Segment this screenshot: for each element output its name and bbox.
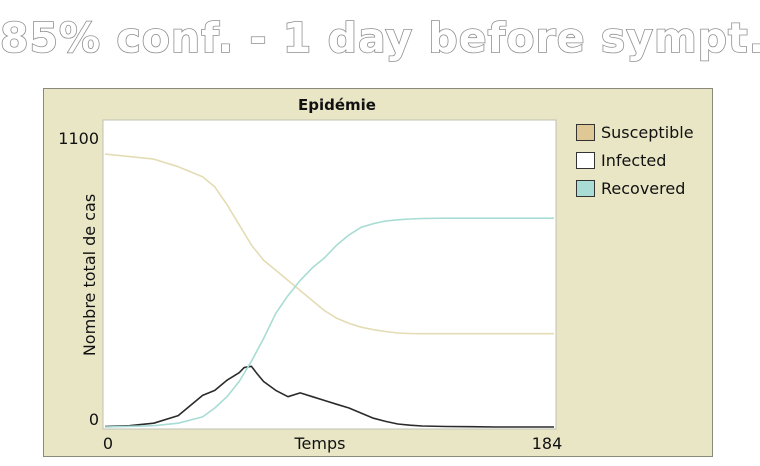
legend-label-recovered: Recovered: [601, 178, 686, 198]
x-axis-label: Temps: [294, 434, 346, 453]
legend-label-susceptible: Susceptible: [601, 122, 694, 142]
x-max-tick-label: 184: [532, 434, 563, 453]
y-max-tick-label: 1100: [58, 129, 99, 148]
y-min-tick-label: 0: [89, 410, 99, 429]
legend-swatch-infected: [576, 151, 595, 169]
legend-swatch-recovered: [576, 179, 595, 197]
plot-area: [102, 119, 557, 430]
series-line-recovered: [104, 217, 554, 428]
legend-item-infected: Infected: [576, 146, 694, 174]
series-line-infected: [104, 365, 554, 428]
page-headline: 85% conf. - 1 day before sympt.: [0, 13, 760, 63]
series-layer: [104, 153, 554, 428]
chart-title: Epidémie: [298, 96, 376, 114]
epidemic-chart: Epidémie 1100 0 0 184 Temps Nombre total…: [58, 96, 563, 453]
x-min-tick-label: 0: [103, 434, 113, 453]
legend-swatch-susceptible: [576, 123, 595, 141]
plot-widget: Epidémie 1100 0 0 184 Temps Nombre total…: [43, 88, 713, 457]
legend: Susceptible Infected Recovered: [576, 118, 694, 202]
legend-item-susceptible: Susceptible: [576, 118, 694, 146]
y-axis-label: Nombre total de cas: [80, 194, 99, 356]
series-line-susceptible: [104, 153, 554, 335]
legend-label-infected: Infected: [601, 150, 667, 170]
legend-item-recovered: Recovered: [576, 174, 694, 202]
